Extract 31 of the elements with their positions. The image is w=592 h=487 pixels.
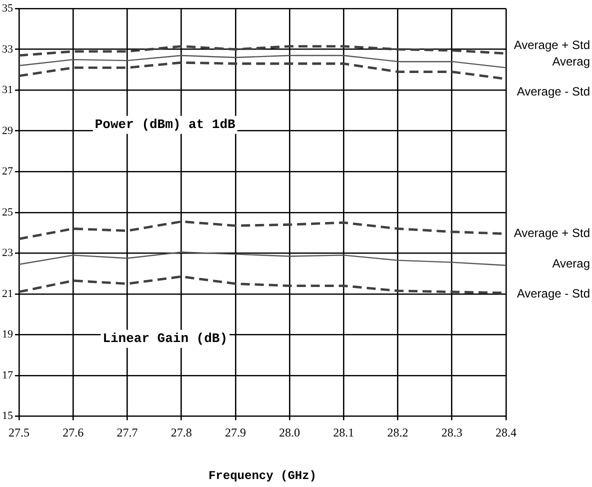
- x-tick-label: 28.1: [333, 426, 354, 440]
- series-label: Average + Std: [514, 226, 590, 240]
- y-tick-label: 15: [2, 410, 14, 422]
- y-tick-label: 31: [2, 84, 13, 96]
- series-label: Average - Std: [516, 286, 590, 300]
- series-label: Average - Std: [516, 84, 590, 99]
- y-tick-label: 35: [2, 2, 14, 14]
- text: Averag: [552, 54, 590, 69]
- y-tick-label: 21: [2, 288, 13, 300]
- y-tick-label: 27: [2, 166, 14, 178]
- y-tick-label: 17: [2, 369, 14, 382]
- line-series: [19, 45, 506, 57]
- x-tick-label: 27.8: [170, 426, 192, 440]
- x-tick-label: 27.9: [224, 426, 246, 440]
- x-tick-label: 27.6: [62, 426, 84, 440]
- series-label: Average + Std: [514, 38, 590, 52]
- y-tick-label: 33: [2, 43, 14, 56]
- x-tick-label: 28.4: [496, 426, 516, 440]
- x-axis-title: Frequency (GHz): [208, 468, 317, 483]
- y-tick-label: 19: [2, 328, 14, 341]
- y-tick-label: 23: [2, 247, 14, 260]
- annotation: Power (dBm) at 1dB: [94, 117, 236, 132]
- y-tick-label: 25: [2, 206, 14, 218]
- x-tick-label: 27.5: [8, 426, 30, 440]
- x-tick-label: 27.7: [116, 426, 138, 440]
- x-tick-label: 28.2: [387, 426, 408, 440]
- text: Averag: [552, 256, 590, 270]
- x-tick-label: 28.0: [279, 426, 300, 440]
- y-tick-label: 29: [2, 124, 14, 137]
- x-tick-label: 28.3: [441, 426, 462, 440]
- annotation: Linear Gain (dB): [102, 331, 228, 346]
